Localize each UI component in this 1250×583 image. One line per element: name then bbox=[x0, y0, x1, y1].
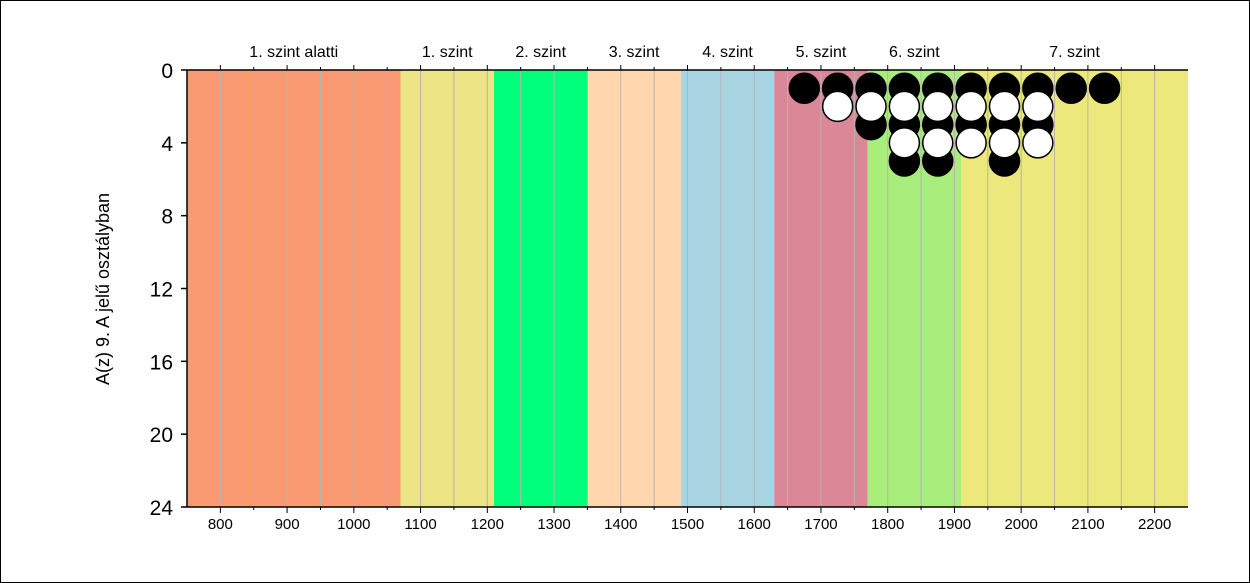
point-white-11 bbox=[1022, 127, 1054, 159]
point-white-4 bbox=[955, 90, 987, 123]
data-points bbox=[788, 72, 1121, 177]
y-axis-ticks: 0 4 8 12 16 20 24 bbox=[150, 60, 187, 520]
band-label-8: 7. szint bbox=[1049, 44, 1100, 61]
point-black-9 bbox=[1088, 72, 1121, 104]
band-1 bbox=[187, 70, 401, 507]
band-label-4: 3. szint bbox=[609, 44, 660, 61]
vertical-gridlines bbox=[219, 70, 1156, 507]
point-white-10 bbox=[988, 127, 1021, 159]
band-5 bbox=[680, 70, 775, 507]
x-tick-label-1800: 1800 bbox=[871, 516, 904, 533]
x-tick-label-1200: 1200 bbox=[471, 516, 504, 533]
x-tick-label-2200: 2200 bbox=[1138, 516, 1171, 533]
y-tick-label-4: 4 bbox=[161, 133, 173, 156]
x-tick-label-800: 800 bbox=[208, 516, 233, 533]
x-tick-label-1700: 1700 bbox=[804, 516, 837, 533]
x-tick-label-1900: 1900 bbox=[938, 516, 971, 533]
point-white-0 bbox=[821, 90, 854, 123]
point-black-8 bbox=[1055, 72, 1087, 104]
band-label-5: 4. szint bbox=[702, 44, 753, 61]
x-tick-label-1300: 1300 bbox=[537, 516, 570, 533]
point-white-1 bbox=[855, 90, 887, 123]
point-white-3 bbox=[922, 90, 954, 123]
y-axis-title: A(z) 9. A jelű osztályban bbox=[93, 193, 113, 385]
y-tick-label-0: 0 bbox=[161, 60, 173, 83]
point-white-6 bbox=[1022, 90, 1054, 123]
x-tick-label-2100: 2100 bbox=[1071, 516, 1104, 533]
y-tick-label-16: 16 bbox=[150, 351, 173, 374]
x-tick-label-1400: 1400 bbox=[604, 516, 637, 533]
point-black-0 bbox=[788, 72, 821, 104]
band-label-7: 6. szint bbox=[889, 44, 940, 61]
x-tick-label-900: 900 bbox=[275, 516, 300, 533]
band-4 bbox=[587, 70, 681, 507]
y-tick-label-24: 24 bbox=[150, 497, 174, 520]
y-tick-label-8: 8 bbox=[161, 206, 173, 229]
point-white-8 bbox=[922, 127, 954, 159]
band-label-3: 2. szint bbox=[515, 44, 566, 61]
x-tick-label-1100: 1100 bbox=[404, 516, 436, 533]
x-tick-label-1600: 1600 bbox=[738, 516, 771, 533]
point-white-9 bbox=[955, 127, 987, 159]
x-tick-label-1000: 1000 bbox=[337, 516, 370, 533]
x-tick-label-1500: 1500 bbox=[671, 516, 704, 533]
band-label-6: 5. szint bbox=[796, 44, 847, 61]
band-labels: 1. szint alatti 1. szint 2. szint 3. szint 4… bbox=[249, 44, 1100, 61]
band-2 bbox=[400, 70, 494, 507]
point-white-7 bbox=[888, 127, 921, 159]
band-label-2: 1. szint bbox=[422, 44, 473, 61]
point-white-2 bbox=[888, 90, 921, 123]
point-white-5 bbox=[988, 90, 1021, 123]
x-axis-ticks: 800 900 1000 1100 1200 1300 1400 1500 1600 1700 18… bbox=[208, 65, 1171, 533]
band-label-1: 1. szint alatti bbox=[249, 44, 338, 61]
x-tick-label-2000: 2000 bbox=[1004, 516, 1037, 533]
band-3 bbox=[493, 70, 588, 507]
y-tick-label-20: 20 bbox=[150, 424, 173, 447]
y-tick-label-12: 12 bbox=[150, 279, 173, 302]
